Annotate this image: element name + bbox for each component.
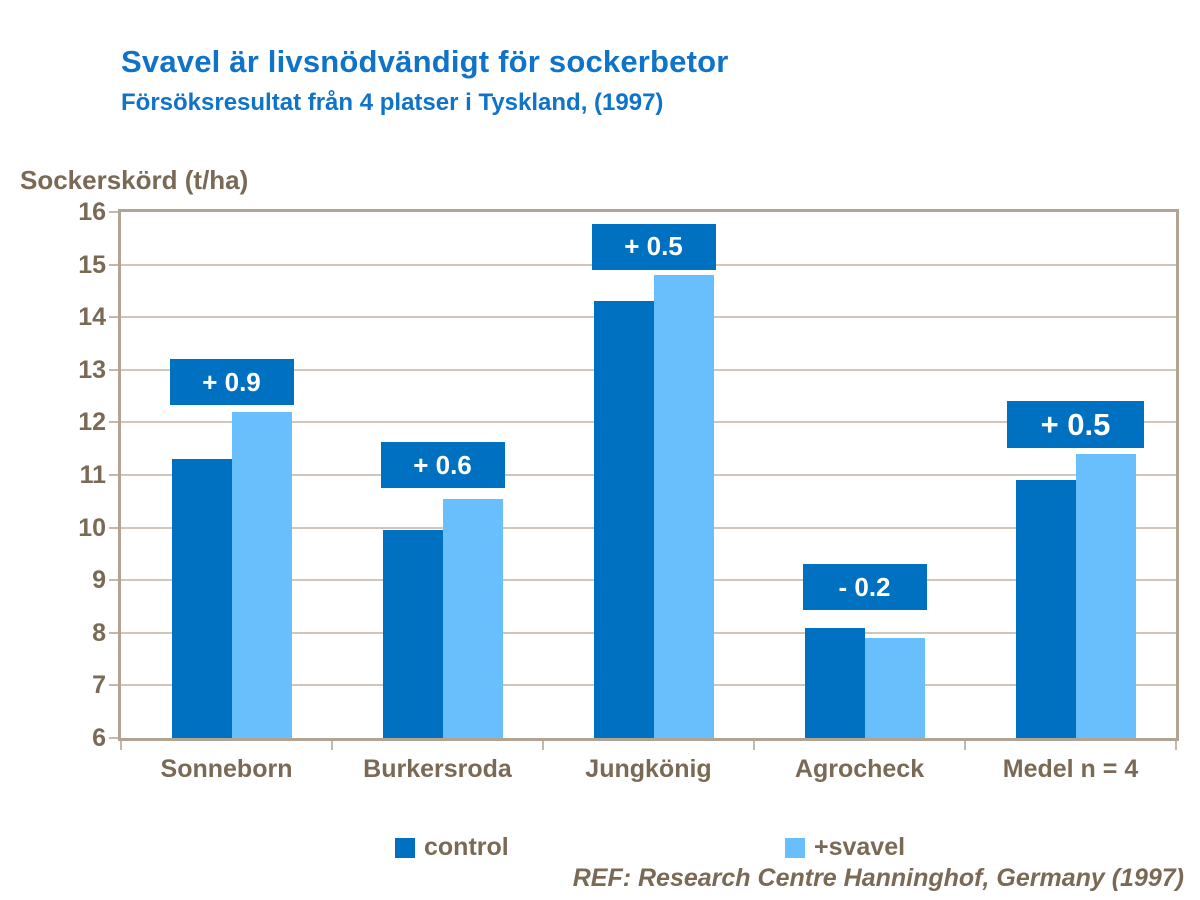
plot-area: + 0.9 + 0.6 + 0.5 - 0.2 + 0.5 xyxy=(118,209,1179,741)
y-tick-mark xyxy=(109,421,118,424)
x-tick-mark xyxy=(1175,741,1177,750)
category-label-burkersroda: Burkersroda xyxy=(363,755,512,783)
bar-svavel-sonneborn xyxy=(231,411,292,738)
y-tick-label: 11 xyxy=(79,461,106,489)
legend-item-control: control xyxy=(395,833,509,862)
y-tick-label: 8 xyxy=(92,618,106,647)
y-axis-title: Sockerskörd (t/ha) xyxy=(20,165,249,195)
bar-control-agrocheck xyxy=(804,627,865,738)
y-tick-mark xyxy=(109,316,118,319)
x-tick-mark xyxy=(964,741,966,750)
diff-label-sonneborn: + 0.9 xyxy=(169,359,294,406)
y-tick-mark xyxy=(109,684,118,687)
x-tick-mark xyxy=(331,741,333,750)
y-tick-label: 9 xyxy=(92,566,106,595)
legend-item-svavel: +svavel xyxy=(785,833,905,862)
category-label-agrocheck: Agrocheck xyxy=(794,755,925,783)
reference-text: REF: Research Centre Hanninghof, Germany… xyxy=(572,864,1184,892)
y-tick-mark xyxy=(109,211,118,213)
bar-control-sonneborn xyxy=(171,459,232,738)
bar-control-medel-n-4 xyxy=(1015,480,1076,738)
chart-title: Svavel är livsnödvändigt för sockerbetor xyxy=(121,44,729,79)
diff-label-agrocheck: - 0.2 xyxy=(802,564,927,611)
y-tick-label: 6 xyxy=(92,724,106,752)
diff-label-jungk-nig: + 0.5 xyxy=(591,223,716,270)
y-tick-label: 10 xyxy=(78,513,106,542)
chart-subtitle: Försöksresultat från 4 platser i Tysklan… xyxy=(121,89,664,116)
category-label-sonneborn: Sonneborn xyxy=(160,755,293,783)
diff-label-medel-n-4: + 0.5 xyxy=(1007,401,1144,449)
y-tick-mark xyxy=(109,631,118,634)
bar-svavel-medel-n-4 xyxy=(1075,453,1136,738)
y-tick-label: 12 xyxy=(78,408,106,437)
y-tick-mark xyxy=(109,579,118,582)
bar-control-jungk-nig xyxy=(593,301,654,738)
y-tick-label: 15 xyxy=(78,250,106,279)
bar-svavel-burkersroda xyxy=(442,498,503,738)
y-tick-mark xyxy=(109,263,118,266)
y-tick-mark xyxy=(109,526,118,529)
legend-swatch-control xyxy=(395,837,415,858)
y-tick-label: 16 xyxy=(78,198,106,226)
category-label-medel-n-4: Medel n = 4 xyxy=(1002,755,1139,783)
x-tick-mark xyxy=(542,741,544,750)
plot-inner: + 0.9 + 0.6 + 0.5 - 0.2 + 0.5 xyxy=(121,212,1176,738)
y-tick-mark xyxy=(109,737,118,739)
legend-label-svavel: +svavel xyxy=(814,833,906,861)
diff-label-burkersroda: + 0.6 xyxy=(380,442,505,489)
y-tick-label: 14 xyxy=(78,303,106,332)
bar-svavel-agrocheck xyxy=(864,638,925,738)
legend-swatch-svavel xyxy=(785,837,805,858)
x-tick-mark xyxy=(120,741,122,750)
bar-control-burkersroda xyxy=(382,530,443,738)
legend-label-control: control xyxy=(424,833,509,861)
y-tick-mark xyxy=(109,474,118,476)
y-tick-label: 7 xyxy=(92,671,106,700)
y-tick-mark xyxy=(109,368,118,371)
category-label-jungk-nig: Jungkönig xyxy=(585,755,712,783)
y-tick-label: 13 xyxy=(78,355,106,384)
bar-svavel-jungk-nig xyxy=(653,275,714,738)
x-tick-mark xyxy=(753,741,755,750)
